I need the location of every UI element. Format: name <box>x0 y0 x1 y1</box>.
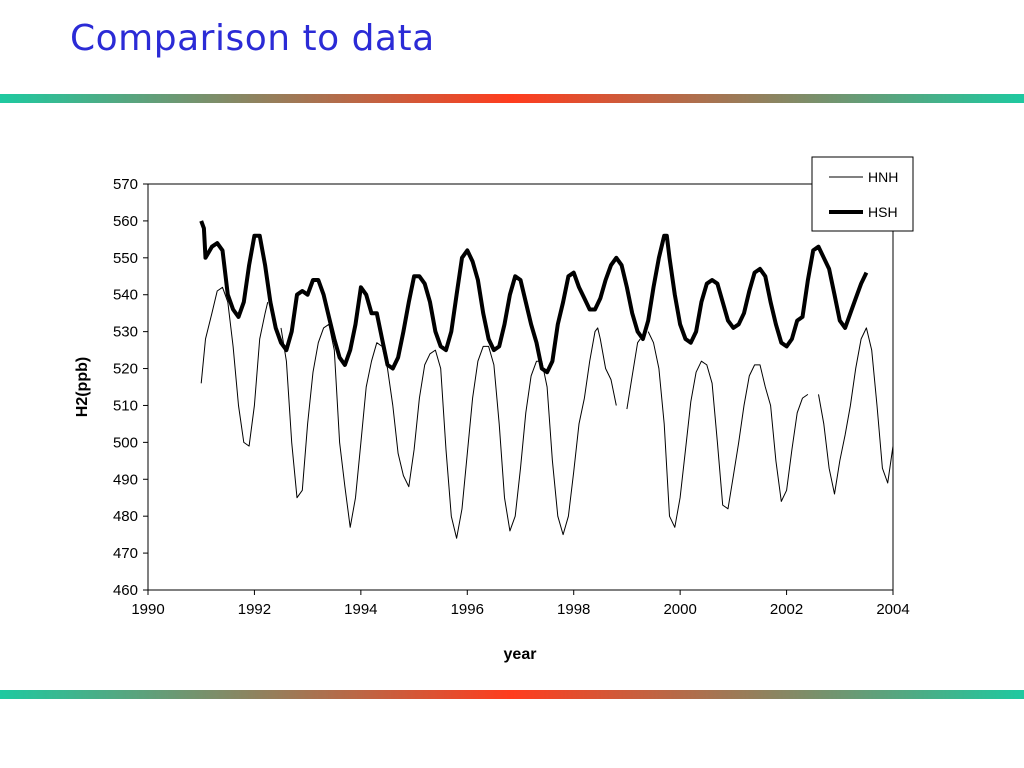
x-axis-title: year <box>504 646 537 663</box>
h2-line-chart: 460 470 480 490 500 510 520 530 540 550 560 570 199… <box>74 156 914 663</box>
x-tick-label: 2004 <box>876 601 909 618</box>
legend-box <box>811 156 914 232</box>
series-line-hnh <box>200 286 894 539</box>
y-tick-label: 470 <box>113 545 138 562</box>
x-tick-label: 1992 <box>238 601 271 618</box>
slide-title: Comparison to data <box>70 18 435 59</box>
y-tick-label: 540 <box>113 287 138 304</box>
x-axis: 1990 1992 1994 1996 1998 2000 2002 2004 <box>131 590 910 618</box>
x-tick-label: 2002 <box>770 601 803 618</box>
legend-label-hnh: HNH <box>868 169 898 185</box>
x-tick-label: 1996 <box>451 601 484 618</box>
plot-area <box>147 183 894 591</box>
series-line-hsh <box>199 220 869 375</box>
y-axis-title: H2(ppb) <box>74 357 91 417</box>
x-tick-label: 1998 <box>557 601 590 618</box>
y-tick-label: 520 <box>113 361 138 378</box>
y-tick-label: 480 <box>113 508 138 525</box>
y-axis: 460 470 480 490 500 510 520 530 540 550 560 570 <box>113 176 148 599</box>
legend-label-hsh: HSH <box>868 204 898 220</box>
x-tick-label: 1990 <box>131 601 164 618</box>
y-tick-label: 570 <box>113 176 138 193</box>
y-tick-label: 560 <box>113 213 138 230</box>
y-tick-label: 500 <box>113 434 138 451</box>
y-tick-label: 460 <box>113 582 138 599</box>
bottom-gradient-rule <box>0 690 1024 699</box>
legend: HNH HSH <box>811 156 914 232</box>
y-tick-label: 510 <box>113 397 138 414</box>
y-tick-label: 490 <box>113 471 138 488</box>
y-tick-label: 530 <box>113 324 138 341</box>
series-layer <box>199 220 894 539</box>
top-gradient-rule <box>0 94 1024 103</box>
x-tick-label: 1994 <box>344 601 377 618</box>
x-tick-label: 2000 <box>663 601 696 618</box>
y-tick-label: 550 <box>113 250 138 267</box>
